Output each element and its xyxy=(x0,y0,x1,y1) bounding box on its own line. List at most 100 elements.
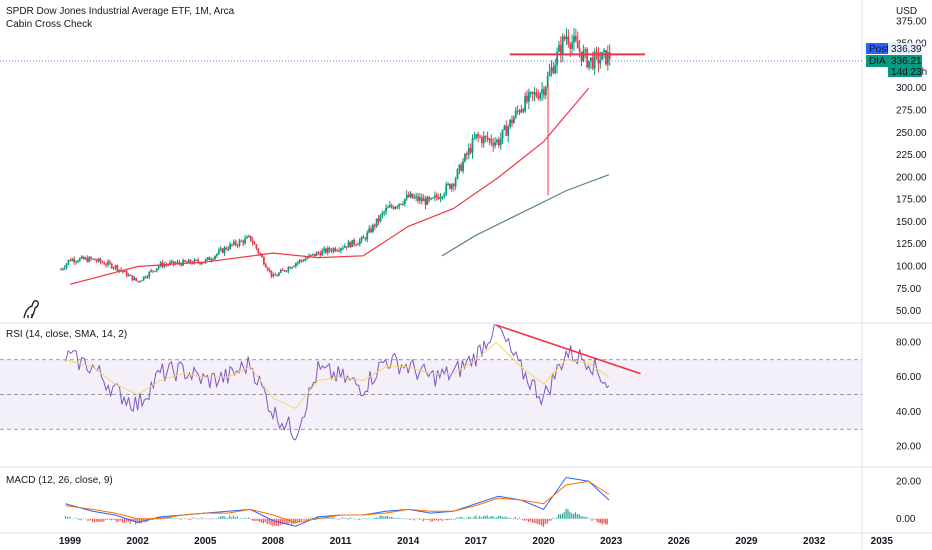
candle-body xyxy=(563,36,566,40)
macd-histogram-bar xyxy=(413,518,415,521)
macd-histogram-bar xyxy=(418,518,421,521)
macd-histogram-bar xyxy=(569,511,571,519)
macd-histogram-bar xyxy=(187,518,189,520)
macd-histogram-bar xyxy=(268,518,270,524)
candle-body xyxy=(163,264,166,267)
candle-body xyxy=(97,258,100,262)
candle-body xyxy=(178,261,181,264)
candle-body xyxy=(108,261,111,264)
macd-histogram-bar xyxy=(499,515,501,519)
candle-body xyxy=(535,92,538,97)
candle-body xyxy=(142,276,145,281)
macd-histogram-bar xyxy=(95,518,97,522)
candle-body xyxy=(199,262,201,264)
candle-body xyxy=(356,244,359,246)
candle-body xyxy=(323,248,325,251)
macd-histogram-bar xyxy=(279,518,282,525)
candles-group xyxy=(60,28,611,284)
candle-body xyxy=(481,137,483,144)
macd-histogram-bar xyxy=(435,518,438,521)
macd-histogram-bar xyxy=(473,516,475,519)
macd-histogram-bar xyxy=(383,516,385,519)
candle-body xyxy=(184,260,186,262)
candle-body xyxy=(419,197,421,201)
macd-histogram-bar xyxy=(114,518,116,521)
candle-body xyxy=(319,253,322,256)
macd-histogram-bar xyxy=(356,518,359,520)
macd-histogram-bar xyxy=(469,516,471,519)
macd-histogram-bar xyxy=(302,518,304,520)
macd-histogram-bar xyxy=(180,518,182,520)
candle-body xyxy=(366,232,369,240)
macd-histogram-bar xyxy=(430,518,432,522)
macd-histogram-bar xyxy=(563,512,565,519)
price-tick-label: 50.00 xyxy=(896,306,921,317)
macd-histogram-bar xyxy=(272,518,274,527)
macd-histogram-bar xyxy=(495,517,498,519)
macd-histogram-bar xyxy=(460,516,462,519)
candle-body xyxy=(240,240,243,242)
macd-histogram-bar xyxy=(215,518,218,520)
macd-histogram-bar xyxy=(296,518,298,523)
macd-histogram-bar xyxy=(507,517,509,519)
macd-histogram-bar xyxy=(535,518,537,524)
candle-body xyxy=(197,260,200,263)
macd-histogram-bar xyxy=(580,516,582,519)
macd-tick-label: 20.00 xyxy=(896,476,921,487)
candle-body xyxy=(131,275,134,281)
macd-histogram-bar xyxy=(304,518,306,520)
candle-body xyxy=(311,253,314,255)
macd-histogram-bar xyxy=(323,518,325,519)
macd-histogram-bar xyxy=(588,518,590,520)
macd-histogram-bar xyxy=(594,518,597,520)
macd-histogram-bar xyxy=(494,517,496,519)
macd-histogram-bar xyxy=(276,518,278,526)
candle-body xyxy=(561,36,564,55)
candle-body xyxy=(524,95,527,112)
macd-histogram-bar xyxy=(596,518,598,522)
macd-histogram-bar xyxy=(351,518,353,519)
macd-histogram-bar xyxy=(176,518,178,519)
candle-body xyxy=(388,205,391,208)
macd-histogram-bar xyxy=(546,518,548,524)
macd-histogram-bar xyxy=(559,514,562,519)
time-axis-label: 2020 xyxy=(532,536,555,547)
candle-body xyxy=(379,215,382,222)
macd-histogram-bar xyxy=(598,518,600,523)
macd-histogram-bar xyxy=(78,518,80,520)
candle-body xyxy=(157,266,160,269)
macd-histogram-bar xyxy=(400,518,402,519)
macd-histogram-bar xyxy=(386,515,389,519)
candle-body xyxy=(189,259,192,263)
candle-body xyxy=(279,269,282,273)
macd-histogram-bar xyxy=(287,518,289,525)
macd-histogram-bar xyxy=(542,518,545,527)
candle-body xyxy=(120,269,123,271)
candle-body xyxy=(460,164,463,172)
candle-body xyxy=(206,257,209,260)
macd-histogram-bar xyxy=(475,515,477,519)
candle-body xyxy=(133,277,136,281)
candle-body xyxy=(304,258,307,261)
macd-histogram-bar xyxy=(69,516,71,519)
macd-histogram-bar xyxy=(439,518,441,520)
candle-body xyxy=(394,206,397,209)
candle-body xyxy=(137,280,139,282)
candle-body xyxy=(445,184,448,194)
candle-body xyxy=(420,197,423,202)
macd-histogram-bar xyxy=(64,516,67,519)
candle-body xyxy=(306,257,309,259)
macd-histogram-bar xyxy=(217,517,220,519)
macd-histogram-bar xyxy=(381,515,383,519)
candle-body xyxy=(99,258,102,262)
price-tick-label: 275.00 xyxy=(896,106,927,117)
macd-histogram-bar xyxy=(274,518,276,526)
candle-body xyxy=(490,139,493,143)
candle-body xyxy=(413,197,416,199)
candle-body xyxy=(484,136,487,138)
macd-histogram-bar xyxy=(168,516,171,519)
candle-body xyxy=(464,153,466,162)
candle-body xyxy=(527,92,530,102)
candle-body xyxy=(353,239,356,245)
